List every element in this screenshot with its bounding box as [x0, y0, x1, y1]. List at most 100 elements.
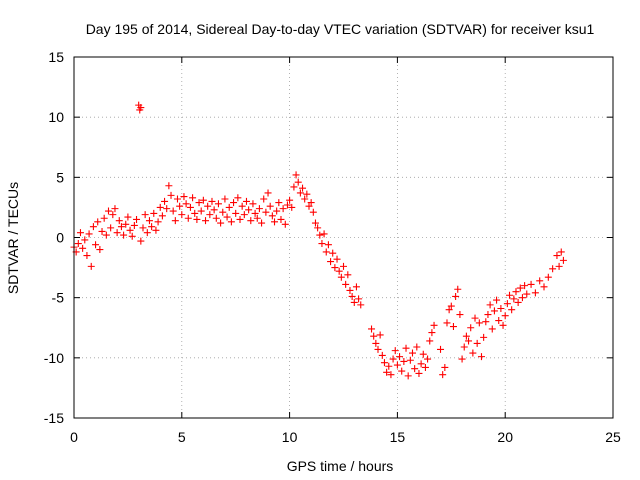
data-point [258, 219, 266, 227]
data-point [454, 285, 462, 293]
data-point [113, 229, 121, 237]
chart-title: Day 195 of 2014, Sidereal Day-to-day VTE… [86, 21, 595, 37]
data-point [396, 353, 404, 361]
data-point [158, 212, 166, 220]
data-point [460, 343, 468, 351]
y-tick-label: 0 [56, 230, 64, 246]
data-point [456, 311, 464, 319]
data-point [253, 214, 261, 222]
data-point [109, 211, 117, 219]
data-point [234, 194, 242, 202]
data-point [195, 199, 203, 207]
data-point [318, 240, 326, 248]
x-tick-label: 5 [178, 429, 186, 445]
data-point [262, 208, 270, 216]
data-point [340, 262, 347, 270]
data-point [488, 325, 496, 333]
data-point [344, 271, 352, 279]
data-point [150, 209, 158, 217]
data-point [368, 325, 376, 333]
data-point [404, 372, 412, 380]
data-point [346, 286, 354, 294]
data-point [301, 195, 309, 203]
data-point [148, 223, 156, 231]
data-point [299, 184, 307, 192]
data-point [331, 264, 339, 272]
data-point [271, 218, 279, 226]
data-point [94, 218, 102, 226]
data-point [83, 252, 91, 260]
data-point [389, 355, 397, 363]
data-point [449, 323, 457, 331]
data-point [126, 226, 134, 234]
data-point [311, 219, 319, 227]
data-point [309, 208, 317, 216]
data-point [85, 230, 93, 238]
data-point [408, 349, 416, 357]
data-point [501, 312, 509, 320]
data-point [283, 201, 291, 209]
data-point [322, 248, 330, 256]
data-point [290, 183, 298, 191]
axis-ticks: 0 5 10 15 20 25 -15 -10 -5 0 5 10 15 [44, 49, 621, 445]
data-point [204, 202, 212, 210]
y-tick-label: -15 [44, 410, 64, 426]
x-tick-label: 15 [390, 429, 406, 445]
data-point [337, 273, 345, 281]
x-tick-label: 25 [605, 429, 621, 445]
data-point [100, 214, 108, 222]
data-point [266, 202, 274, 210]
data-point [549, 265, 557, 273]
data-points [70, 101, 567, 380]
data-point [421, 363, 429, 371]
data-point [482, 318, 490, 326]
data-point [208, 197, 216, 205]
data-point [139, 224, 147, 232]
data-point [111, 205, 119, 213]
data-point [227, 218, 235, 226]
data-point [122, 220, 130, 228]
data-point [206, 211, 214, 219]
data-point [540, 283, 548, 291]
data-point [275, 199, 283, 207]
data-point [327, 258, 335, 266]
data-point [380, 359, 388, 367]
data-point [514, 298, 522, 306]
data-point [447, 302, 455, 310]
data-point [490, 307, 498, 315]
data-point [98, 227, 106, 235]
data-point [294, 178, 302, 186]
data-point [277, 215, 285, 223]
data-point [137, 237, 145, 245]
data-point [115, 217, 123, 225]
data-point [441, 363, 449, 371]
y-tick-label: 15 [48, 49, 64, 65]
y-tick-label: 5 [56, 169, 64, 185]
data-point [249, 200, 257, 208]
data-point [411, 365, 419, 373]
data-point [184, 214, 192, 222]
data-point [255, 205, 263, 213]
data-point [493, 296, 501, 304]
data-point [391, 347, 399, 355]
data-point [305, 202, 313, 210]
data-point [557, 248, 565, 256]
data-point [143, 229, 151, 237]
data-point [202, 217, 210, 225]
data-point [307, 199, 315, 207]
data-point [286, 196, 294, 204]
data-point [223, 213, 231, 221]
data-point [182, 200, 190, 208]
data-point [471, 314, 479, 322]
data-point [145, 217, 153, 225]
data-point [536, 277, 544, 285]
data-point [76, 229, 84, 237]
data-point [521, 282, 529, 290]
data-point [348, 292, 356, 300]
x-tick-label: 0 [70, 429, 78, 445]
data-point [499, 321, 507, 329]
data-point [437, 345, 445, 353]
y-tick-label: -5 [52, 290, 65, 306]
data-point [462, 332, 470, 340]
data-point [264, 189, 272, 197]
